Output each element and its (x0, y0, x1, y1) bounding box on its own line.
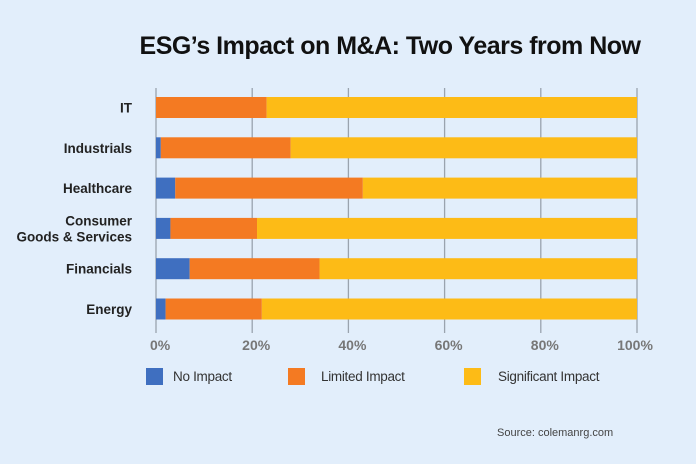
chart-title: ESG’s Impact on M&A: Two Years from Now (139, 32, 641, 60)
bar-limited-impact (170, 217, 258, 239)
legend-label: No Impact (173, 369, 232, 384)
bar-no-impact (156, 177, 176, 199)
x-tick-label: 20% (242, 337, 271, 353)
x-tick-label: 60% (435, 337, 464, 353)
bar-significant-impact (257, 217, 637, 239)
bar-significant-impact (362, 177, 637, 199)
x-tick-label: 0% (150, 337, 171, 353)
category-label: Financials (66, 262, 132, 277)
bar-significant-impact (266, 97, 637, 118)
bar-limited-impact (175, 177, 363, 199)
bar-no-impact (156, 258, 190, 280)
bar-limited-impact (165, 298, 262, 320)
category-label: IT (120, 101, 133, 116)
x-tick-label: 100% (617, 337, 653, 353)
category-label: Consumer Goods & Services (16, 213, 132, 244)
legend-item-no-impact: No Impact (146, 368, 232, 385)
legend-swatch (146, 368, 163, 385)
bar-significant-impact (261, 298, 637, 320)
legend-swatch (464, 368, 481, 385)
category-label: Industrials (64, 141, 132, 156)
legend-item-limited-impact: Limited Impact (288, 368, 405, 385)
category-label: Healthcare (63, 181, 133, 196)
bar-no-impact (156, 137, 161, 159)
bar-limited-impact (156, 97, 267, 118)
legend-label: Limited Impact (321, 369, 405, 384)
legend-label: Significant Impact (498, 369, 600, 384)
bar-no-impact (156, 217, 171, 239)
bar-limited-impact (189, 258, 320, 280)
bar-no-impact (156, 298, 166, 320)
category-label: Energy (86, 302, 132, 317)
bar-significant-impact (319, 258, 637, 280)
x-tick-label: 40% (338, 337, 367, 353)
bar-limited-impact (160, 137, 291, 159)
source-note: Source: colemanrg.com (497, 427, 614, 439)
legend-swatch (288, 368, 305, 385)
x-tick-label: 80% (531, 337, 560, 353)
legend-item-significant-impact: Significant Impact (464, 368, 599, 385)
bar-significant-impact (290, 137, 637, 159)
